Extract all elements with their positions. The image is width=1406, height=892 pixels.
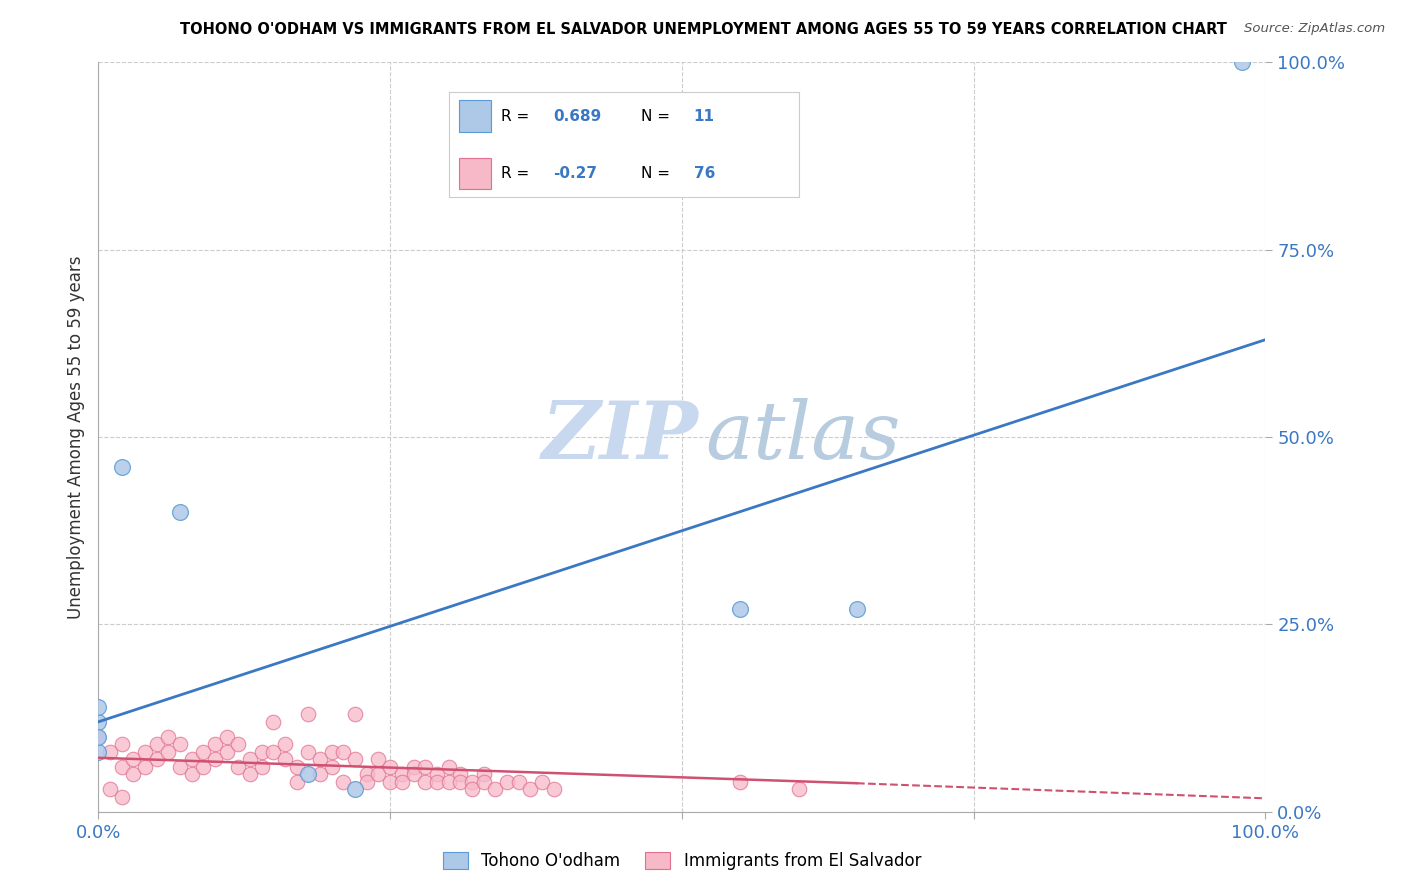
Point — [413, 774, 436, 789]
Point — [122, 752, 145, 766]
Point — [146, 737, 169, 751]
Point — [426, 774, 449, 789]
Point — [239, 767, 262, 781]
Point — [239, 752, 262, 766]
Point — [344, 782, 367, 797]
Point — [309, 767, 332, 781]
Point — [87, 730, 110, 744]
Point — [332, 774, 354, 789]
Point — [380, 774, 402, 789]
Point — [321, 745, 343, 759]
Point — [146, 752, 169, 766]
Point — [180, 752, 202, 766]
Point — [169, 737, 191, 751]
Point — [309, 752, 332, 766]
Point — [356, 767, 378, 781]
Point — [402, 767, 425, 781]
Point — [87, 714, 110, 729]
Point — [332, 745, 354, 759]
Point — [367, 752, 389, 766]
Point — [250, 760, 273, 774]
Point — [508, 774, 530, 789]
Point — [391, 767, 413, 781]
Point — [228, 760, 250, 774]
Point — [519, 782, 541, 797]
Point — [215, 730, 238, 744]
Point — [169, 760, 191, 774]
Point — [98, 782, 121, 797]
Point — [787, 782, 810, 797]
Point — [134, 760, 156, 774]
Text: Source: ZipAtlas.com: Source: ZipAtlas.com — [1244, 22, 1385, 36]
Point — [321, 760, 343, 774]
Point — [356, 774, 378, 789]
Point — [169, 505, 191, 519]
Point — [87, 699, 110, 714]
Point — [297, 745, 319, 759]
Point — [472, 774, 495, 789]
Point — [437, 760, 460, 774]
Point — [472, 767, 495, 781]
Point — [193, 745, 215, 759]
Point — [297, 767, 319, 781]
Point — [730, 602, 752, 616]
Point — [461, 774, 484, 789]
Point — [87, 730, 110, 744]
Point — [111, 789, 134, 804]
Point — [367, 767, 389, 781]
Point — [297, 707, 319, 722]
Point — [122, 767, 145, 781]
Point — [111, 737, 134, 751]
Point — [193, 760, 215, 774]
Text: atlas: atlas — [706, 399, 901, 475]
Point — [285, 774, 308, 789]
Point — [274, 737, 297, 751]
Y-axis label: Unemployment Among Ages 55 to 59 years: Unemployment Among Ages 55 to 59 years — [66, 255, 84, 619]
Point — [402, 760, 425, 774]
Point — [111, 760, 134, 774]
Point — [496, 774, 519, 789]
Point — [484, 782, 506, 797]
Point — [215, 745, 238, 759]
Point — [228, 737, 250, 751]
Point — [730, 774, 752, 789]
Point — [437, 774, 460, 789]
Text: ZIP: ZIP — [541, 399, 699, 475]
Point — [204, 752, 226, 766]
Point — [413, 760, 436, 774]
Point — [274, 752, 297, 766]
Point — [449, 767, 471, 781]
Text: TOHONO O'ODHAM VS IMMIGRANTS FROM EL SALVADOR UNEMPLOYMENT AMONG AGES 55 TO 59 Y: TOHONO O'ODHAM VS IMMIGRANTS FROM EL SAL… — [180, 22, 1226, 37]
Point — [846, 602, 869, 616]
Point — [250, 745, 273, 759]
Point — [461, 782, 484, 797]
Point — [134, 745, 156, 759]
Point — [530, 774, 553, 789]
Point — [157, 730, 180, 744]
Point — [426, 767, 449, 781]
Legend: Tohono O'odham, Immigrants from El Salvador: Tohono O'odham, Immigrants from El Salva… — [434, 844, 929, 879]
Point — [543, 782, 565, 797]
Point — [391, 774, 413, 789]
Point — [344, 707, 367, 722]
Point — [204, 737, 226, 751]
Point — [380, 760, 402, 774]
Point — [449, 774, 471, 789]
Point — [1230, 55, 1253, 70]
Point — [157, 745, 180, 759]
Point — [262, 745, 284, 759]
Point — [98, 745, 121, 759]
Point — [111, 460, 134, 475]
Point — [262, 714, 284, 729]
Point — [180, 767, 202, 781]
Point — [344, 752, 367, 766]
Point — [87, 745, 110, 759]
Point — [285, 760, 308, 774]
